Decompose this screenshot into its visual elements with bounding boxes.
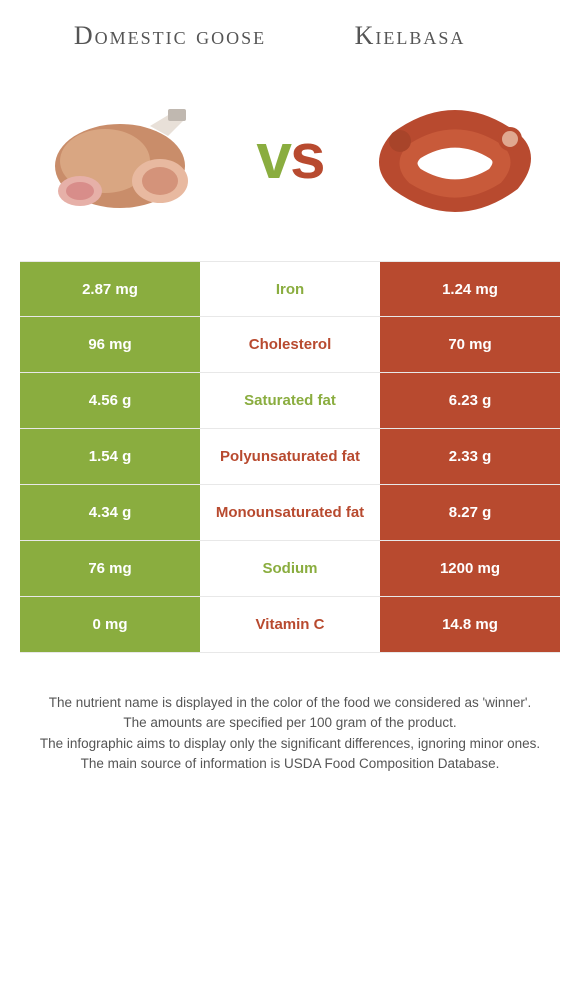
cell-right: 1200 mg bbox=[380, 541, 560, 596]
header: Domestic goose Kielbasa bbox=[0, 0, 580, 61]
cell-left: 4.56 g bbox=[20, 373, 200, 428]
cell-left: 1.54 g bbox=[20, 429, 200, 484]
footer-notes: The nutrient name is displayed in the co… bbox=[0, 653, 580, 774]
cell-right: 6.23 g bbox=[380, 373, 560, 428]
cell-right: 14.8 mg bbox=[380, 597, 560, 652]
cell-label: Vitamin C bbox=[200, 597, 380, 652]
goose-image bbox=[30, 91, 220, 221]
kielbasa-image bbox=[360, 91, 550, 221]
cell-right: 8.27 g bbox=[380, 485, 560, 540]
table-row: 1.54 gPolyunsaturated fat2.33 g bbox=[20, 429, 560, 485]
images-row: vs bbox=[0, 61, 580, 251]
cell-label: Polyunsaturated fat bbox=[200, 429, 380, 484]
cell-right: 70 mg bbox=[380, 317, 560, 372]
cell-left: 2.87 mg bbox=[20, 262, 200, 316]
footer-line: The amounts are specified per 100 gram o… bbox=[18, 713, 562, 733]
cell-label: Monounsaturated fat bbox=[200, 485, 380, 540]
cell-label: Saturated fat bbox=[200, 373, 380, 428]
vs-label: vs bbox=[256, 119, 323, 193]
table-row: 4.34 gMonounsaturated fat8.27 g bbox=[20, 485, 560, 541]
footer-line: The main source of information is USDA F… bbox=[18, 754, 562, 774]
cell-right: 2.33 g bbox=[380, 429, 560, 484]
footer-line: The infographic aims to display only the… bbox=[18, 734, 562, 754]
cell-left: 76 mg bbox=[20, 541, 200, 596]
table-row: 2.87 mgIron1.24 mg bbox=[20, 261, 560, 317]
cell-left: 4.34 g bbox=[20, 485, 200, 540]
right-title: Kielbasa bbox=[290, 20, 530, 51]
left-title: Domestic goose bbox=[50, 20, 290, 51]
cell-left: 96 mg bbox=[20, 317, 200, 372]
cell-right: 1.24 mg bbox=[380, 262, 560, 316]
cell-left: 0 mg bbox=[20, 597, 200, 652]
table-row: 4.56 gSaturated fat6.23 g bbox=[20, 373, 560, 429]
vs-s: s bbox=[290, 120, 324, 192]
cell-label: Sodium bbox=[200, 541, 380, 596]
table-row: 0 mgVitamin C14.8 mg bbox=[20, 597, 560, 653]
cell-label: Iron bbox=[200, 262, 380, 316]
table-row: 96 mgCholesterol70 mg bbox=[20, 317, 560, 373]
table-row: 76 mgSodium1200 mg bbox=[20, 541, 560, 597]
cell-label: Cholesterol bbox=[200, 317, 380, 372]
comparison-table: 2.87 mgIron1.24 mg96 mgCholesterol70 mg4… bbox=[20, 261, 560, 653]
vs-v: v bbox=[256, 120, 290, 192]
footer-line: The nutrient name is displayed in the co… bbox=[18, 693, 562, 713]
